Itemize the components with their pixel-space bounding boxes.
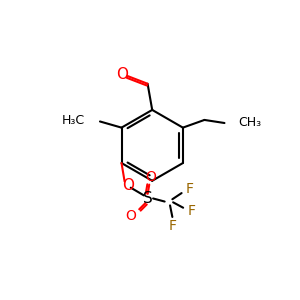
Text: O: O [122, 178, 134, 193]
Text: O: O [116, 67, 128, 82]
Text: S: S [143, 191, 153, 206]
Text: F: F [168, 219, 176, 233]
Text: H₃C: H₃C [62, 114, 85, 127]
Text: F: F [185, 182, 193, 196]
Text: O: O [125, 209, 136, 223]
Text: F: F [188, 204, 196, 218]
Text: CH₃: CH₃ [238, 116, 261, 129]
Text: O: O [146, 170, 156, 184]
